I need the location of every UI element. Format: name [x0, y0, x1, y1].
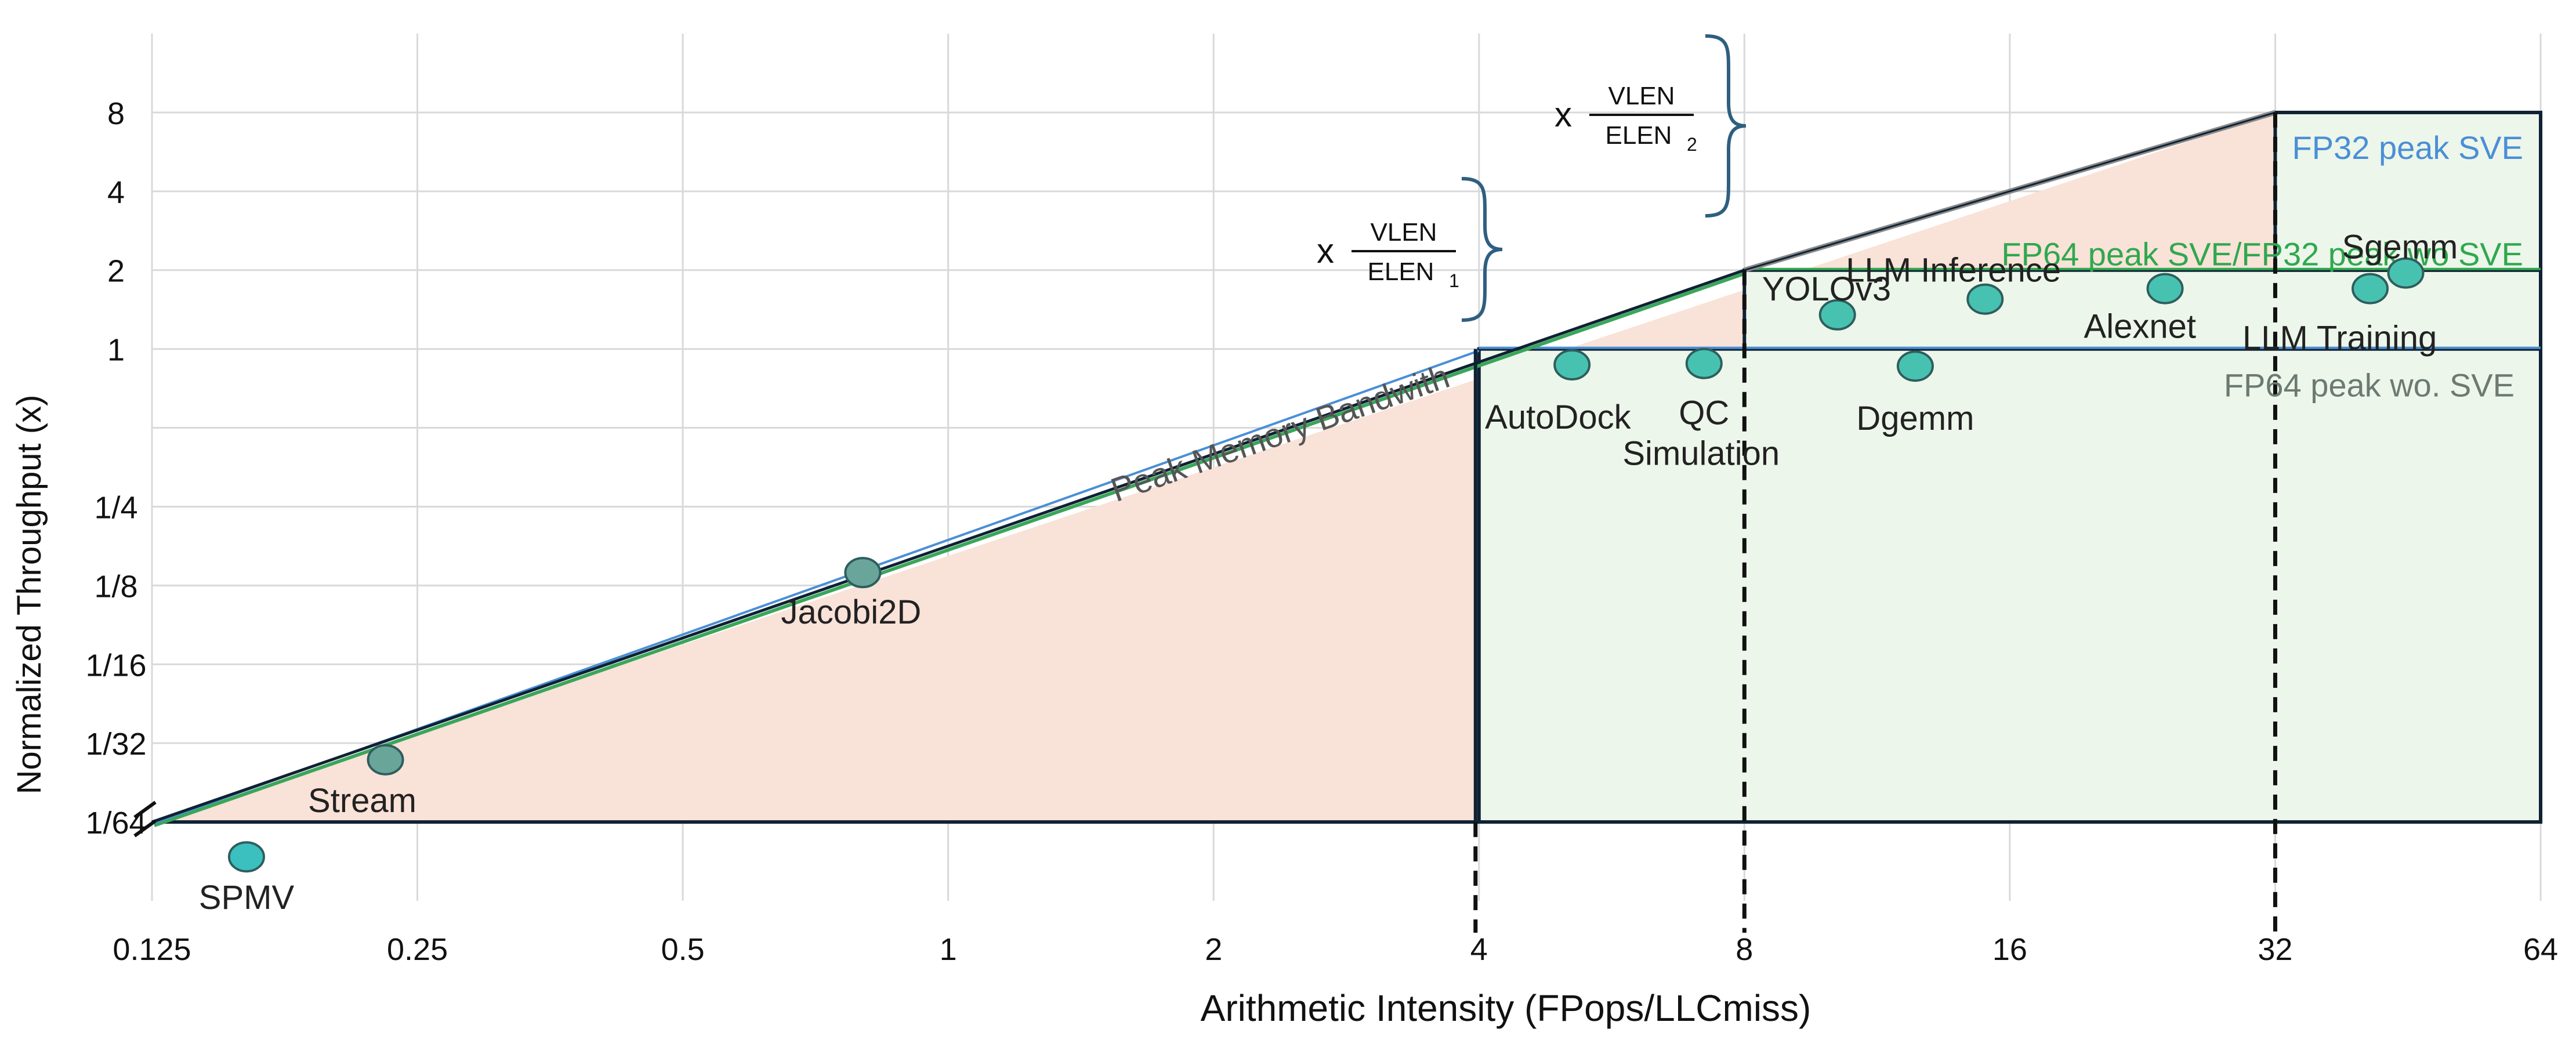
data-point-qc-simulation — [1685, 347, 1723, 379]
bandwidth-line-green — [154, 271, 1745, 827]
point-label-qc-simulation: QC — [1679, 394, 1729, 432]
scale-prefix: x — [1555, 95, 1572, 134]
point-label-llm-inference: LLM Inference — [1846, 252, 2061, 289]
x-tick-label: 1 — [940, 932, 957, 967]
scale-subscript: 2 — [1687, 134, 1697, 155]
bandwidth-line-upper — [1744, 111, 2276, 271]
y-tick-label: 1 — [107, 333, 125, 368]
data-point-stream — [367, 744, 404, 776]
x-axis-title: Arithmetic Intensity (FPops/LLCmiss) — [1201, 987, 1811, 1029]
point-label-jacobi2d: Jacobi2D — [781, 593, 921, 631]
data-point-autodock — [1553, 349, 1591, 381]
data-point-spmv — [227, 841, 265, 873]
y-tick-label: 1/16 — [85, 648, 146, 683]
bandwidth-line — [151, 269, 1745, 824]
y-tick-label: 1/64 — [85, 806, 146, 840]
x-tick-label: 4 — [1470, 932, 1488, 967]
point-label-spmv: SPMV — [199, 879, 295, 916]
point-label-alexnet: Alexnet — [2084, 308, 2196, 346]
peak-label-fp32-peak-sve: FP32 peak SVE — [2292, 129, 2523, 166]
y-tick-label: 1/32 — [85, 727, 146, 762]
compute-region-fp32-sve — [2273, 110, 2542, 272]
point-label-dgemm: Dgemm — [1856, 400, 1974, 437]
x-tick-label: 16 — [1992, 932, 2027, 967]
y-tick-label: 1/8 — [94, 569, 137, 604]
x-tick-label: 0.25 — [387, 932, 448, 967]
y-tick-label: 4 — [107, 175, 125, 210]
point-label-yolov3: YOLOv3 — [1762, 270, 1891, 308]
data-point-jacobi2d — [844, 557, 882, 589]
x-tick-label: 0.125 — [113, 932, 191, 967]
compute-region-fp64-wo-sve — [1477, 347, 2542, 824]
peak-label-fp64-peak-sve-fp32-peak-wo-sve: FP64 peak SVE/FP32 peak wo SVE — [2001, 236, 2523, 273]
data-point-llm-inference — [1966, 283, 2004, 315]
x-tick-label: 2 — [1205, 932, 1222, 967]
y-tick-label: 8 — [107, 96, 125, 131]
scale-denominator: ELEN — [1606, 121, 1672, 150]
scale-annotation-1: x VLEN ELEN 1 — [1317, 177, 1503, 322]
x-tick-label: 0.5 — [661, 932, 705, 967]
x-tick-label: 64 — [2523, 932, 2558, 967]
data-point-dgemm — [1896, 350, 1934, 382]
data-point-alexnet — [2146, 273, 2184, 305]
axis-break-mark — [133, 800, 157, 838]
y-tick-label: 2 — [107, 254, 125, 289]
x-tick-label: 32 — [2258, 932, 2292, 967]
y-axis-title: Normalized Throughput (x) — [10, 395, 48, 795]
scale-annotation-2: x VLEN ELEN 2 — [1555, 34, 1747, 218]
scale-prefix: x — [1317, 231, 1334, 270]
scale-numerator: VLEN — [1371, 218, 1437, 247]
point-label-llm-training: LLM Training — [2242, 320, 2437, 357]
scale-subscript: 1 — [1449, 270, 1459, 291]
data-point-sgemm — [2387, 257, 2425, 289]
scale-denominator: ELEN — [1368, 258, 1434, 286]
brace-icon — [1705, 34, 1747, 218]
peak-label-fp64-peak-wo-sve: FP64 peak wo. SVE — [2224, 367, 2515, 404]
x-tick-label: 8 — [1736, 932, 1753, 967]
data-point-llm-training — [2352, 273, 2389, 305]
y-tick-label: 1/4 — [94, 490, 137, 525]
point-label-autodock: AutoDock — [1485, 398, 1631, 436]
scale-numerator: VLEN — [1608, 82, 1675, 110]
point-label-qc-simulation-line2: Simulation — [1622, 435, 1780, 473]
brace-icon — [1461, 177, 1503, 322]
data-point-yolov3 — [1818, 299, 1856, 331]
point-label-stream: Stream — [308, 782, 416, 820]
point-label-sgemm: Sgemm — [2342, 229, 2458, 266]
